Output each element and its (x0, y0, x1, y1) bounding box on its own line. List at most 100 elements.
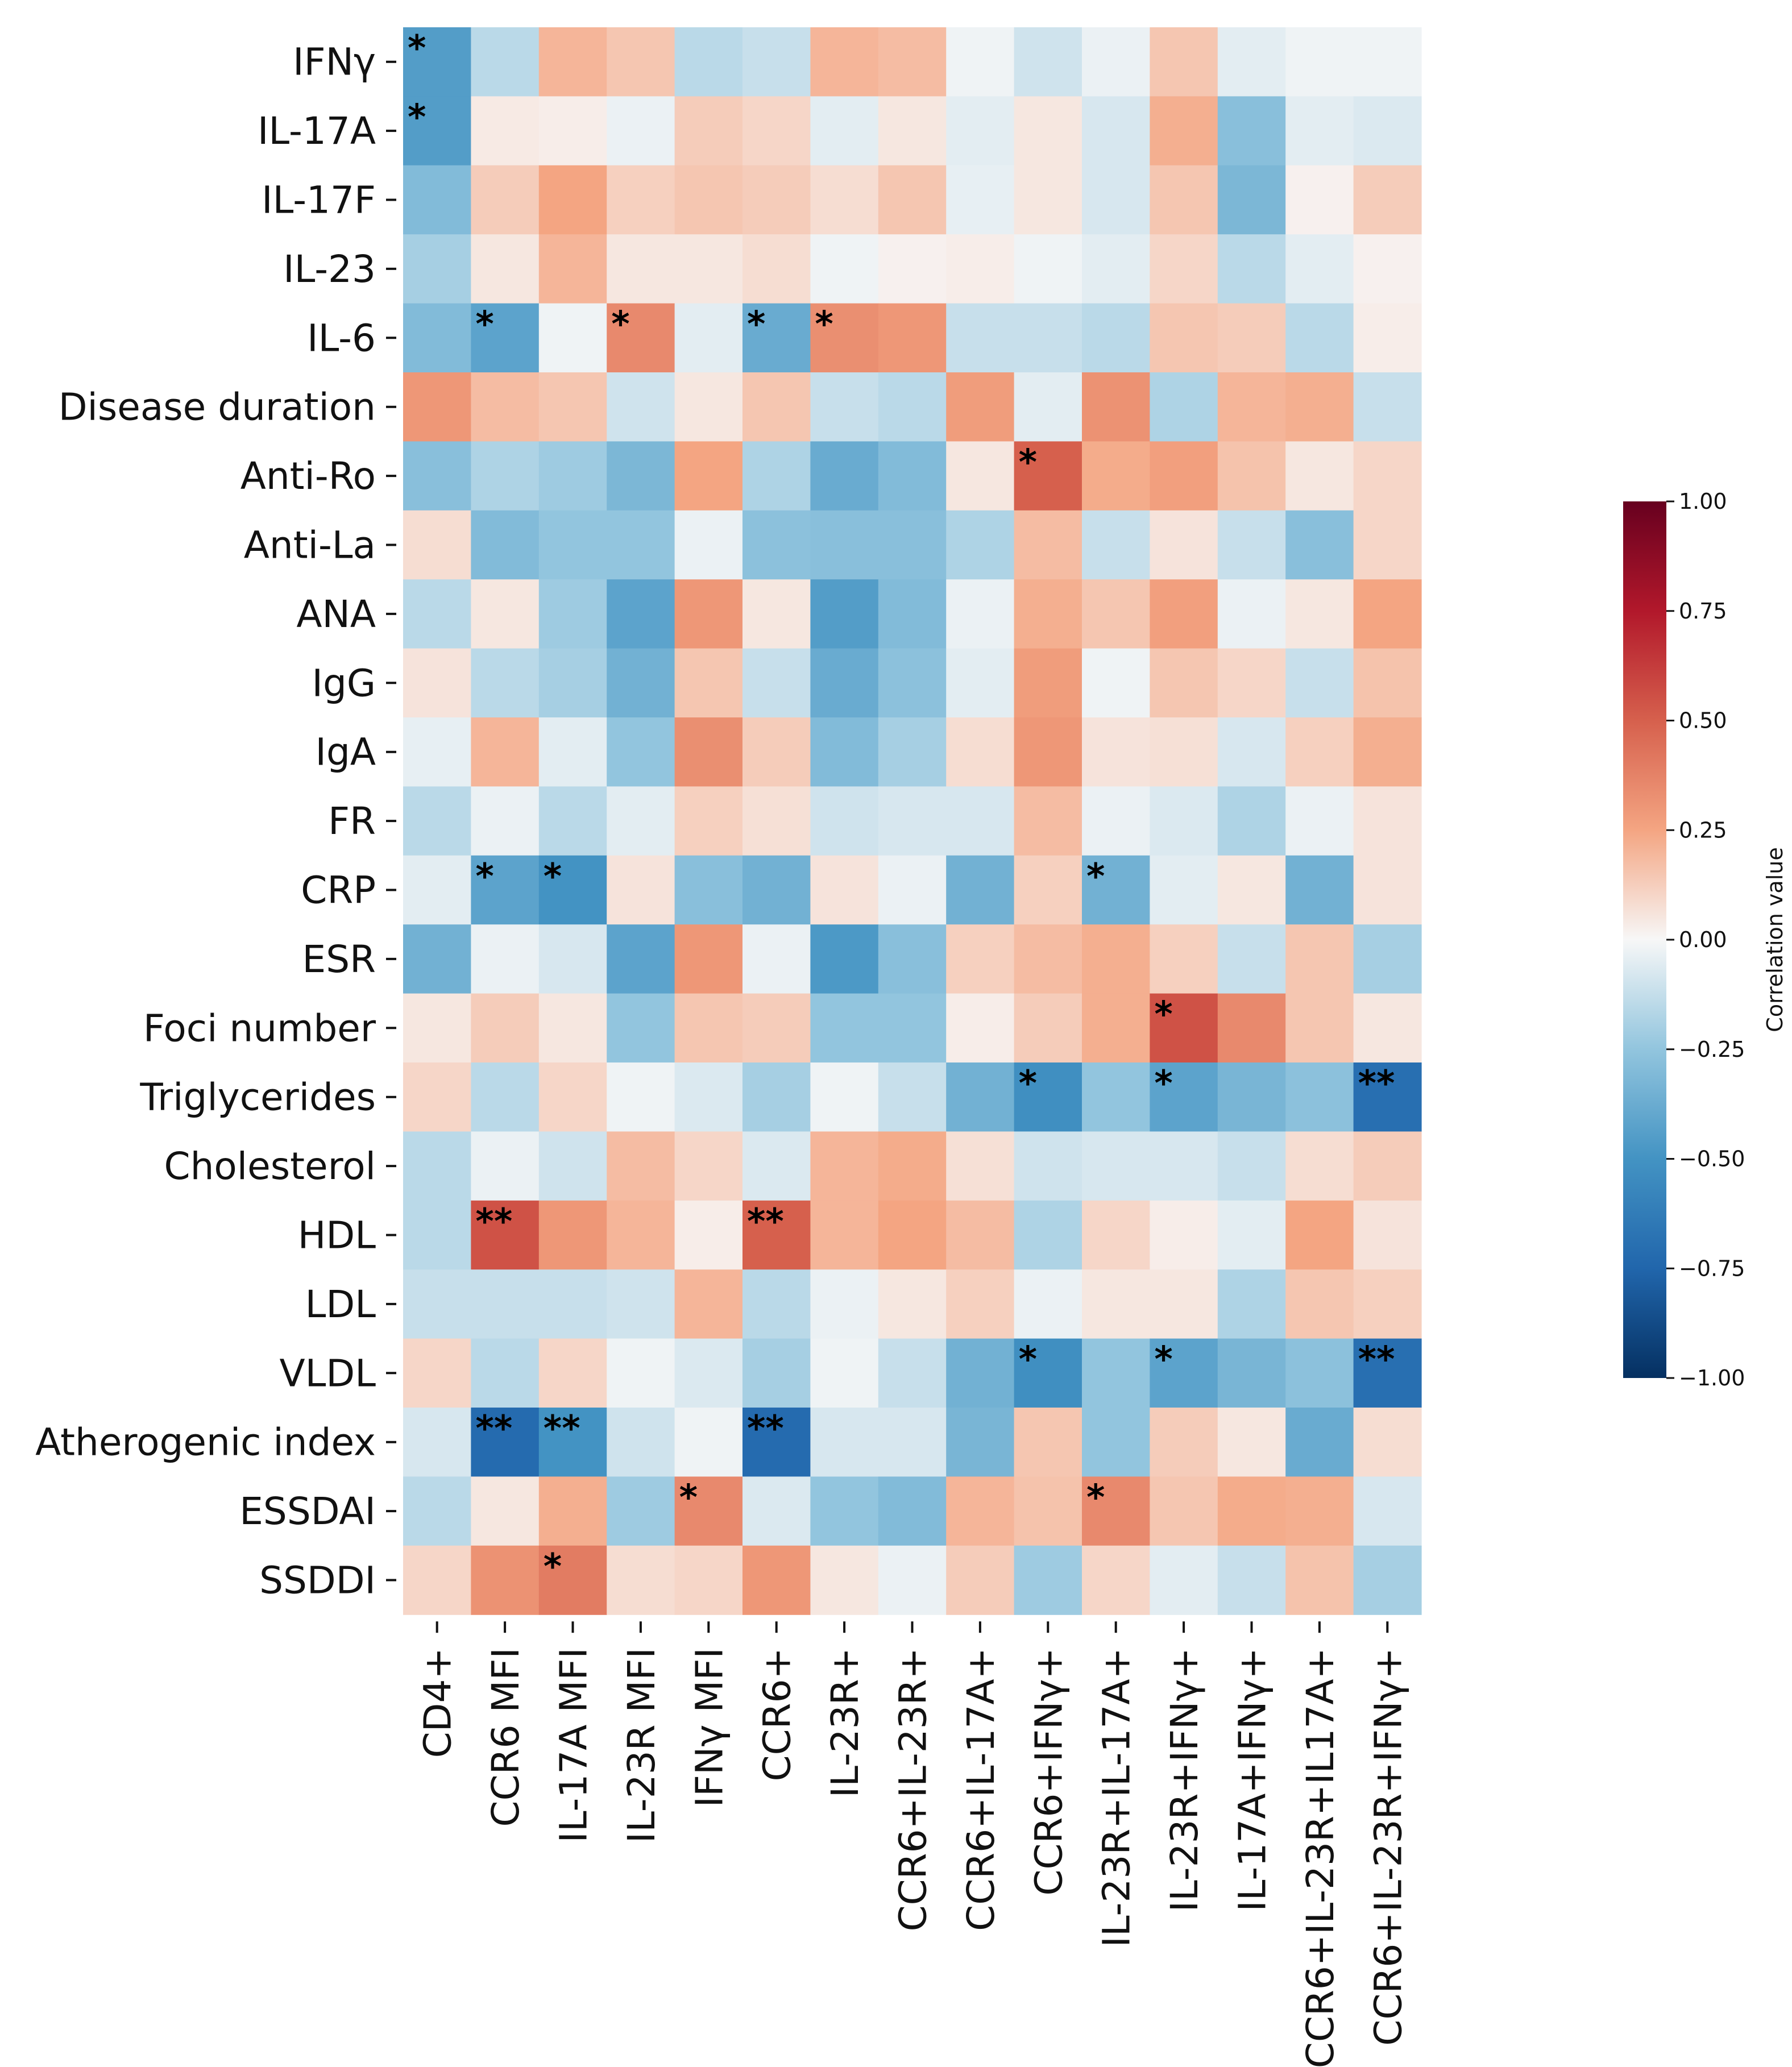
heatmap-cell (538, 1269, 607, 1339)
heatmap-cell (471, 303, 540, 373)
heatmap-cell (1285, 372, 1354, 442)
heatmap-cell (1217, 1062, 1286, 1132)
heatmap-cell (1150, 1545, 1218, 1615)
heatmap-cell (674, 372, 743, 442)
heatmap-cell (674, 648, 743, 718)
colorbar-title: Correlation value (1762, 847, 1787, 1032)
significance-star: ** (747, 1201, 784, 1242)
heatmap-cell (607, 234, 675, 304)
heatmap-cell (538, 372, 607, 442)
heatmap-cell (810, 993, 879, 1063)
heatmap-cell (1082, 372, 1150, 442)
heatmap-cell (1285, 27, 1354, 97)
significance-star: * (1154, 1339, 1172, 1380)
heatmap-cell (810, 579, 879, 649)
column-label: CCR6 MFI (484, 1647, 528, 1827)
heatmap-cell (403, 993, 471, 1063)
heatmap-cell (1285, 234, 1354, 304)
row-label: CRP (301, 869, 376, 912)
heatmap-cell (1217, 1476, 1286, 1546)
heatmap-cell (1150, 1062, 1218, 1132)
heatmap-cell (1285, 96, 1354, 166)
heatmap-cell (1150, 27, 1218, 97)
heatmap-cell (1353, 372, 1422, 442)
colorbar-tick-label: −0.75 (1679, 1256, 1745, 1281)
heatmap-cell (1353, 717, 1422, 787)
heatmap-cell (878, 1131, 947, 1201)
heatmap-cell (810, 924, 879, 994)
row-label: SSDDI (259, 1559, 376, 1603)
heatmap-cell (742, 717, 811, 787)
heatmap-cell (1150, 165, 1218, 235)
heatmap-cell (607, 786, 675, 856)
heatmap-cell (403, 1545, 471, 1615)
row-label: Disease duration (59, 385, 376, 429)
column-labels: CD4+ CCR6 MFI IL-17A MFI IL-23R MFI IFNγ MFI… (416, 1621, 1410, 2067)
heatmap-cell (403, 717, 471, 787)
column-label: IL-23R+ (823, 1647, 867, 1798)
heatmap-cell (607, 855, 675, 925)
heatmap-cell (878, 579, 947, 649)
heatmap-cell (471, 717, 540, 787)
heatmap-cell (403, 855, 471, 925)
heatmap-cell (1353, 303, 1422, 373)
heatmap-cell (1285, 441, 1354, 511)
heatmap-cell (742, 579, 811, 649)
heatmap-cell (878, 648, 947, 718)
heatmap-cell (1217, 510, 1286, 580)
heatmap-cell (1217, 96, 1286, 166)
heatmap-cell (1285, 993, 1354, 1063)
heatmap-cell (1082, 717, 1150, 787)
colorbar-tick-label: 0.00 (1679, 927, 1727, 952)
heatmap-cell (607, 1338, 675, 1408)
heatmap-cell (1285, 786, 1354, 856)
heatmap-cell (742, 1269, 811, 1339)
heatmap-cell (810, 234, 879, 304)
column-label: IL-17A MFI (552, 1647, 596, 1842)
heatmap-cell (946, 855, 1015, 925)
heatmap-cell (742, 855, 811, 925)
heatmap-cell (946, 96, 1015, 166)
colorbar-tick-label: 0.50 (1679, 708, 1727, 733)
significance-star: ** (1358, 1062, 1395, 1104)
heatmap-cell (538, 510, 607, 580)
heatmap-cell (607, 1062, 675, 1132)
heatmap-cell (1285, 510, 1354, 580)
heatmap-cell (1082, 1545, 1150, 1615)
row-labels: IFNγ IL-17A IL-17F IL-23 IL-6 Disease duratio… (35, 40, 396, 1603)
heatmap-cell (1353, 27, 1422, 97)
heatmap-cell (1217, 1131, 1286, 1201)
heatmap-cell (1014, 1545, 1082, 1615)
heatmap-cell (607, 648, 675, 718)
heatmap-cell (674, 579, 743, 649)
heatmap-cell (742, 234, 811, 304)
heatmap-cell (1082, 855, 1150, 925)
heatmap-cell (471, 1338, 540, 1408)
heatmap-cell (1217, 924, 1286, 994)
heatmap-cell (1353, 648, 1422, 718)
heatmap-cell (674, 717, 743, 787)
heatmap-cell (607, 1131, 675, 1201)
heatmap-cell (1014, 717, 1082, 787)
heatmap-cell (403, 27, 471, 97)
heatmap-cell (1353, 993, 1422, 1063)
heatmap-cell (471, 786, 540, 856)
heatmap-cell (607, 372, 675, 442)
heatmap-cell (1014, 579, 1082, 649)
heatmap-cell (1150, 1338, 1218, 1408)
heatmap-cell (403, 648, 471, 718)
heatmap-cell (946, 1545, 1015, 1615)
colorbar: 1.00 0.75 0.50 0.25 0.00 −0.25 −0.50 −0.75 −1.00… (1623, 489, 1787, 1391)
heatmap-cell (674, 27, 743, 97)
heatmap-cell (403, 579, 471, 649)
heatmap-cell (742, 165, 811, 235)
heatmap-cell (810, 1200, 879, 1270)
heatmap-cell (810, 1269, 879, 1339)
heatmap-cell (946, 1269, 1015, 1339)
heatmap-cell (1082, 510, 1150, 580)
heatmap-cell (1217, 648, 1286, 718)
heatmap-cell (471, 441, 540, 511)
heatmap-cell (878, 1408, 947, 1477)
heatmap-cell (403, 1338, 471, 1408)
